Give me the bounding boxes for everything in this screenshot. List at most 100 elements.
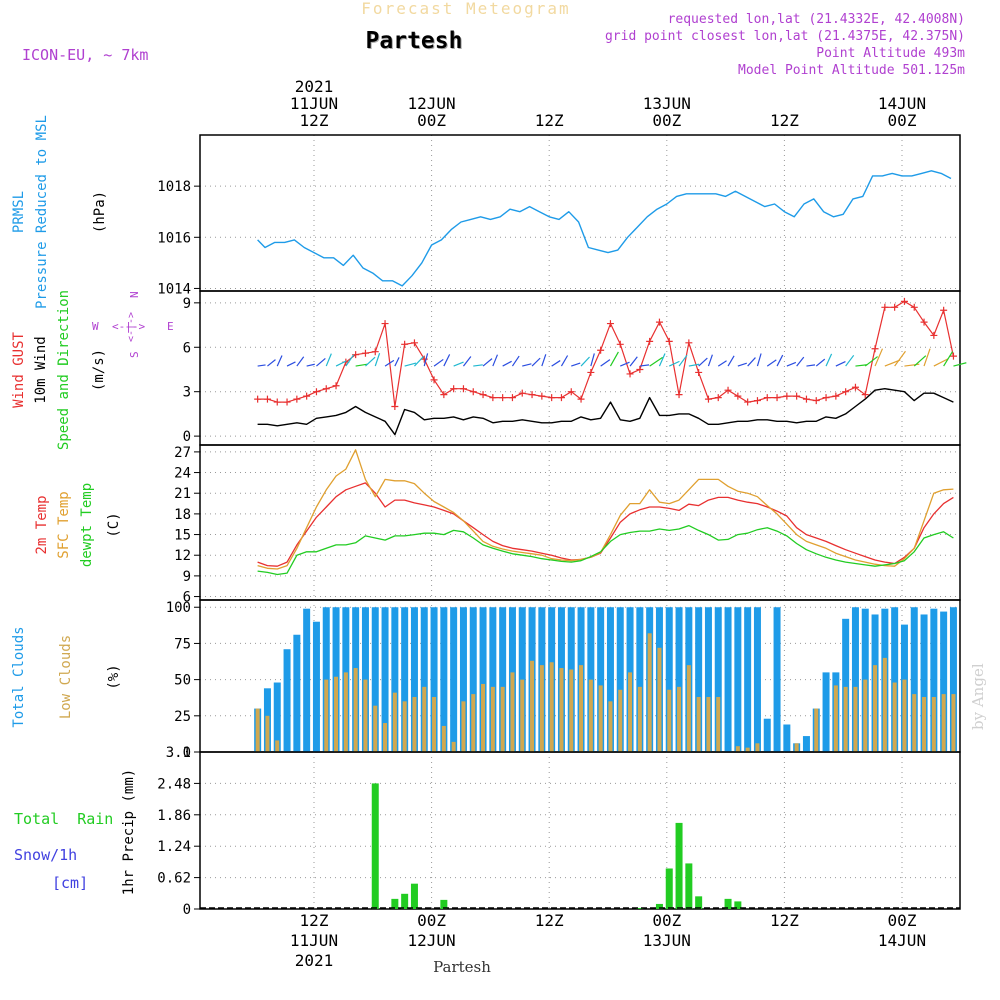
low-cloud-bar bbox=[863, 679, 868, 752]
clouds-ytick-label: 100 bbox=[166, 600, 191, 616]
temp-ytick-label: 27 bbox=[174, 445, 191, 461]
gust-marker bbox=[499, 394, 507, 402]
clouds-panel: 0 25 50 75 100 bbox=[166, 599, 961, 761]
low-cloud-bar bbox=[451, 741, 456, 752]
total-cloud-bar bbox=[489, 607, 497, 752]
gust-marker bbox=[636, 365, 644, 373]
wind-direction-arrow bbox=[796, 356, 805, 367]
wind-ytick-label: 0 bbox=[183, 429, 191, 445]
wind-direction-arrow bbox=[835, 361, 846, 367]
total-cloud-bar bbox=[459, 607, 467, 752]
top-time-label: 14JUN bbox=[878, 94, 926, 113]
pressure-label1: PRMSL bbox=[11, 191, 27, 233]
gust-marker bbox=[812, 397, 820, 405]
wind-direction-arrow bbox=[482, 358, 493, 367]
compass-rose: W E <-|-> <-|-> N S bbox=[92, 291, 174, 358]
wind-direction-arrow bbox=[737, 362, 747, 367]
wind-direction-arrow bbox=[325, 353, 332, 367]
bottom-time-label: 12Z bbox=[770, 911, 799, 930]
wind-direction-arrow bbox=[365, 356, 376, 367]
low-cloud-bar bbox=[412, 696, 417, 752]
gust-marker bbox=[714, 394, 722, 402]
low-cloud-bar bbox=[255, 708, 260, 752]
wind-direction-arrow bbox=[462, 356, 472, 367]
pressure-ytick-label: 1014 bbox=[157, 281, 191, 297]
low-cloud-bar bbox=[814, 708, 819, 752]
total-cloud-bar bbox=[479, 607, 487, 752]
gust-marker bbox=[675, 391, 683, 399]
pressure-line bbox=[257, 170, 952, 287]
gust-marker bbox=[254, 395, 262, 403]
precip-ytick-label: 1.86 bbox=[157, 808, 191, 824]
gust-marker bbox=[508, 394, 516, 402]
total-cloud-bar bbox=[410, 607, 418, 752]
low-cloud-bar bbox=[716, 696, 721, 752]
wind-direction-arrow bbox=[590, 353, 595, 367]
wind-label2: 10m Wind bbox=[33, 336, 49, 403]
wind-direction-arrow bbox=[560, 355, 569, 367]
low-cloud-bar bbox=[912, 694, 917, 752]
gust-marker bbox=[273, 398, 281, 406]
wind-direction-arrow bbox=[678, 354, 688, 367]
precip-ytick-label: 3.1 bbox=[166, 745, 191, 761]
low-cloud-bar bbox=[579, 665, 584, 752]
gust-marker bbox=[940, 306, 948, 314]
total-cloud-bar bbox=[940, 611, 948, 752]
wind-direction-arrow bbox=[541, 354, 547, 367]
temp-unit: (C) bbox=[106, 512, 122, 537]
gust-marker bbox=[587, 368, 595, 376]
low-cloud-bar bbox=[539, 665, 544, 752]
pressure-frame bbox=[199, 134, 961, 292]
bottom-time-label: 12Z bbox=[300, 911, 329, 930]
total-cloud-bar bbox=[391, 607, 399, 752]
gust-marker bbox=[763, 394, 771, 402]
gust-marker bbox=[793, 392, 801, 400]
rain-bar bbox=[391, 898, 399, 909]
grid-point-coords: grid point closest lon,lat (21.4375E, 42… bbox=[605, 29, 965, 44]
gust-marker bbox=[293, 395, 301, 403]
gust-marker bbox=[391, 403, 399, 410]
low-cloud-bar bbox=[402, 701, 407, 752]
compass-west: W bbox=[92, 320, 99, 333]
total-cloud-bar bbox=[430, 607, 438, 752]
wind-direction-arrow bbox=[571, 362, 581, 367]
total-cloud-bar bbox=[930, 608, 938, 752]
low-cloud-bar bbox=[392, 692, 397, 752]
low-cloud-bar bbox=[902, 679, 907, 752]
total-cloud-bar bbox=[371, 607, 379, 752]
gust-marker bbox=[263, 395, 271, 403]
top-time-label: 11JUN bbox=[290, 94, 338, 113]
wind-direction-arrow bbox=[609, 351, 619, 367]
rain-bar bbox=[675, 822, 683, 909]
clouds-label1: Total Clouds bbox=[11, 626, 27, 727]
wind-direction-arrow bbox=[433, 358, 444, 367]
top-time-label: 12Z bbox=[535, 111, 564, 130]
bottom-time-label: 11JUN bbox=[290, 931, 338, 950]
wind-direction-arrow bbox=[286, 361, 296, 367]
gust-marker bbox=[430, 376, 438, 384]
temp-ytick-label: 9 bbox=[183, 569, 191, 585]
total-cloud-bar bbox=[273, 682, 281, 752]
wind-direction-arrow bbox=[874, 348, 884, 367]
low-cloud-bar bbox=[735, 746, 740, 752]
gust-marker bbox=[361, 349, 369, 357]
low-cloud-bar bbox=[745, 747, 750, 752]
gust-marker bbox=[371, 348, 379, 356]
total-cloud-bar bbox=[783, 724, 791, 752]
low-cloud-bar bbox=[706, 696, 711, 752]
wind-direction-arrow bbox=[531, 357, 541, 367]
low-cloud-bar bbox=[637, 686, 642, 752]
low-cloud-bar bbox=[520, 679, 525, 752]
top-time-label: 12Z bbox=[770, 111, 799, 130]
wind-direction-arrow bbox=[335, 360, 347, 367]
wind-unit: (m/s) bbox=[91, 349, 107, 391]
total-cloud-bar bbox=[704, 607, 712, 752]
panels-layer: 1014101610180369691215182124270255075100… bbox=[157, 134, 967, 918]
low-cloud-bar bbox=[618, 689, 623, 752]
clouds-axis-labels: Total Clouds Low Clouds (%) bbox=[11, 626, 122, 727]
gust-marker bbox=[655, 318, 663, 326]
wind-direction-arrow bbox=[620, 361, 630, 367]
wind-direction-arrow bbox=[923, 348, 931, 367]
wind-direction-arrow bbox=[933, 358, 949, 367]
low-cloud-bar bbox=[657, 647, 662, 752]
